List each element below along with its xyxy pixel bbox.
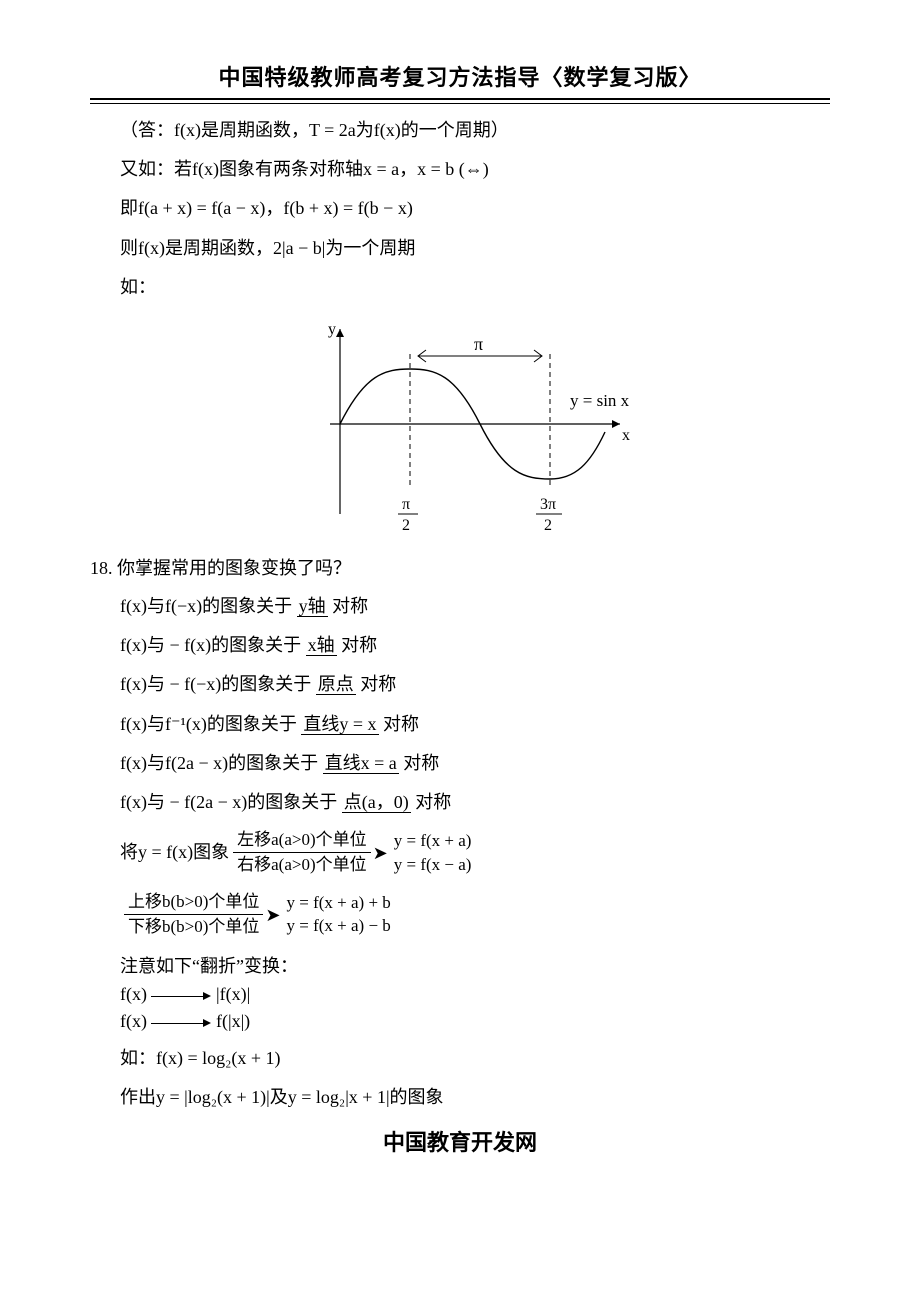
- tick-pi2-num: π: [402, 496, 410, 513]
- tick-3pi2-num: 3π: [540, 496, 556, 513]
- underline: 原点: [316, 674, 356, 695]
- page-title: 中国特级教师高考复习方法指导〈数学复习版〉: [90, 60, 830, 92]
- long-arrow-icon: [151, 1018, 211, 1028]
- result-stack: y = f(x + a) y = f(x − a): [394, 829, 472, 877]
- fold-abs-f: f(x) |f(x)|: [120, 984, 830, 1005]
- sym-origin: f(x)与 − f(−x)的图象关于 原点 对称: [120, 672, 830, 697]
- answer-line-1: （答：f(x)是周期函数，T = 2a为f(x)的一个周期）: [120, 118, 830, 143]
- text: 对称: [356, 674, 397, 694]
- text: f(x)与 − f(−x)的图象关于: [120, 674, 316, 694]
- answer-line-3: 即f(a + x) = f(a − x)，f(b + x) = f(b − x): [120, 196, 830, 221]
- y-axis-label: y: [328, 321, 336, 338]
- underline: 点(a，0): [342, 792, 411, 813]
- curve-label: y = sin x: [570, 391, 630, 410]
- text: f(x)与 − f(2a − x)的图象关于: [120, 792, 342, 812]
- text: f(x)与 − f(x)的图象关于: [120, 635, 306, 655]
- sym-y-axis: f(x)与f(−x)的图象关于 y轴 对称: [120, 594, 830, 619]
- pi-width-label: π: [474, 334, 483, 354]
- bot-label: 右移a(a>0)个单位: [233, 853, 371, 875]
- sym-x-axis: f(x)与 − f(x)的图象关于 x轴 对称: [120, 633, 830, 658]
- x-axis-label: x: [622, 427, 630, 444]
- fold-f-abs-x: f(x) f(|x|): [120, 1011, 830, 1032]
- underline: 直线y = x: [301, 714, 378, 735]
- result-2: y = f(x − a): [394, 853, 472, 877]
- rhs: |f(x)|: [216, 984, 250, 1004]
- sym-inverse: f(x)与f⁻¹(x)的图象关于 直线y = x 对称: [120, 712, 830, 737]
- answer-line-4: 则f(x)是周期函数，2|a − b|为一个周期: [120, 236, 830, 261]
- shift-vertical: 上移b(b>0)个单位 下移b(b>0)个单位 ➤ y = f(x + a) +…: [120, 891, 830, 939]
- result-1: y = f(x + a): [394, 829, 472, 853]
- text: 对称: [379, 714, 420, 734]
- text: 对称: [399, 753, 440, 773]
- text: f(x)与f(2a − x)的图象关于: [120, 753, 323, 773]
- text: f(x)与f⁻¹(x)的图象关于: [120, 714, 301, 734]
- question-18: 18. 你掌握常用的图象变换了吗？: [90, 554, 830, 580]
- underline: x轴: [306, 635, 337, 656]
- sine-graph: y x π y = sin x π 2 3π 2: [270, 314, 650, 534]
- answer-line-2: 又如：若f(x)图象有两条对称轴x = a，x = b (⇔): [120, 157, 830, 182]
- example-line-1: 如：f(x) = log₂(x + 1): [120, 1046, 830, 1071]
- fold-title: 注意如下“翻折”变换：: [120, 952, 830, 978]
- text: 对称: [337, 635, 378, 655]
- arrow-head-icon: ➤: [265, 903, 280, 928]
- lhs: 将y = f(x)图象: [120, 840, 229, 865]
- answer-line-5: 如：: [120, 275, 830, 300]
- result-2: y = f(x + a) − b: [287, 914, 391, 938]
- long-arrow-icon: [151, 991, 211, 1001]
- rhs: f(|x|): [216, 1011, 250, 1031]
- top-label: 上移b(b>0)个单位: [124, 892, 263, 915]
- result-1: y = f(x + a) + b: [287, 891, 391, 915]
- text: f(x)与f(−x)的图象关于: [120, 596, 297, 616]
- lhs: f(x): [120, 984, 147, 1004]
- underline: y轴: [297, 596, 328, 617]
- sym-point-a0: f(x)与 − f(2a − x)的图象关于 点(a，0) 对称: [120, 790, 830, 815]
- footer-text: 中国教育开发网: [90, 1125, 830, 1157]
- top-label: 左移a(a>0)个单位: [233, 830, 371, 853]
- result-stack: y = f(x + a) + b y = f(x + a) − b: [287, 891, 391, 939]
- underline: 直线x = a: [323, 753, 399, 774]
- sym-line-a: f(x)与f(2a − x)的图象关于 直线x = a 对称: [120, 751, 830, 776]
- shift-horizontal: 将y = f(x)图象 左移a(a>0)个单位 右移a(a>0)个单位 ➤ y …: [120, 829, 830, 877]
- header-rule: [90, 98, 830, 104]
- tick-pi2-den: 2: [402, 517, 410, 534]
- arrow-label-stack: 上移b(b>0)个单位 下移b(b>0)个单位: [120, 892, 267, 938]
- text: 对称: [411, 792, 452, 812]
- text: 对称: [328, 596, 369, 616]
- arrow-head-icon: ➤: [373, 841, 388, 866]
- lhs: f(x): [120, 1011, 147, 1031]
- arrow-label-stack: 左移a(a>0)个单位 右移a(a>0)个单位: [229, 830, 375, 876]
- tick-3pi2-den: 2: [544, 517, 552, 534]
- bot-label: 下移b(b>0)个单位: [124, 915, 263, 937]
- example-line-2: 作出y = |log₂(x + 1)|及y = log₂|x + 1|的图象: [120, 1085, 830, 1110]
